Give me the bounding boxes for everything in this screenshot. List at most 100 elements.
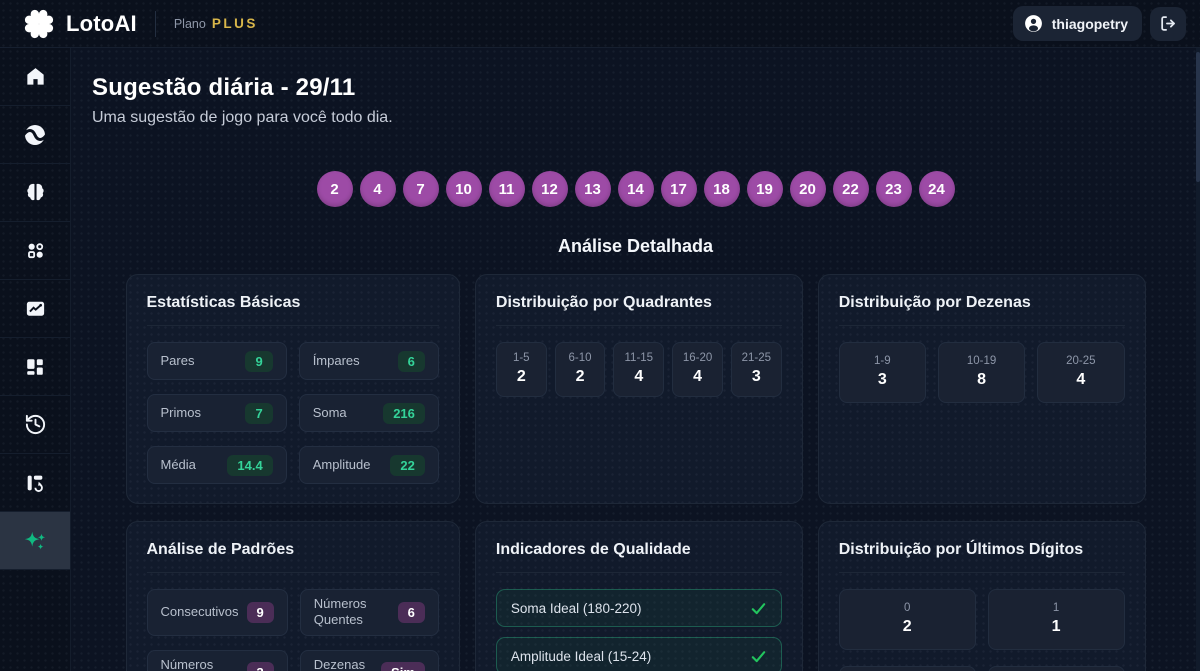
stat-value-badge: 14.4 bbox=[227, 454, 273, 476]
card-last-digits: Distribuição por Últimos Dígitos 0 2 1 1… bbox=[817, 521, 1146, 671]
sidebar-item-generator[interactable] bbox=[0, 454, 70, 512]
check-icon bbox=[750, 648, 767, 665]
page-title: Sugestão diária - 29/11 bbox=[92, 74, 356, 101]
dezena-box: 20-25 4 bbox=[1037, 342, 1125, 403]
sidebar-item-daily-suggestion[interactable] bbox=[0, 512, 70, 570]
dezena-box: 10-19 8 bbox=[937, 342, 1026, 403]
number-ball: 11 bbox=[488, 171, 525, 207]
stat-value-badge: 6 bbox=[397, 350, 425, 372]
digit-box: 3 2 bbox=[987, 666, 1125, 671]
header-divider bbox=[154, 10, 156, 37]
pattern-numeros-frios: Números Frios 3 bbox=[146, 649, 288, 671]
card-title: Análise de Padrões bbox=[146, 541, 439, 573]
plan-label: Plano bbox=[173, 17, 206, 31]
card-quadrants: Distribuição por Quadrantes 1-5 2 6-10 2… bbox=[474, 274, 803, 504]
stat-value-badge: 216 bbox=[383, 402, 425, 424]
dashboard-layout-icon bbox=[24, 356, 46, 378]
sidebar bbox=[0, 48, 71, 671]
stat-primos: Primos 7 bbox=[146, 394, 287, 432]
stat-impares: Ímpares 6 bbox=[298, 342, 439, 380]
plan-badge: Plano PLUS bbox=[174, 16, 258, 31]
number-ball: 12 bbox=[531, 171, 568, 207]
pattern-value-badge: 6 bbox=[397, 601, 425, 623]
card-title: Distribuição por Últimos Dígitos bbox=[838, 541, 1125, 573]
stat-media: Média 14.4 bbox=[146, 446, 287, 484]
logout-icon bbox=[1159, 14, 1178, 33]
number-ball: 19 bbox=[746, 171, 783, 207]
sync-sphere-icon bbox=[23, 123, 47, 147]
card-title: Indicadores de Qualidade bbox=[495, 541, 782, 573]
app-name: LotoAI bbox=[66, 10, 137, 36]
pattern-dezenas-sorteadas: Dezenas Sorteadas Sim bbox=[299, 649, 439, 671]
number-ball: 22 bbox=[832, 171, 869, 207]
scrollbar-thumb[interactable] bbox=[1196, 52, 1200, 182]
quadrant-box: 6-10 2 bbox=[554, 342, 606, 397]
card-title: Distribuição por Dezenas bbox=[838, 294, 1125, 326]
home-icon bbox=[24, 65, 47, 88]
suggested-numbers: 2 4 7 10 11 12 13 14 17 18 19 20 22 23 2… bbox=[71, 171, 1200, 207]
username: thiagopetry bbox=[1051, 15, 1128, 32]
stat-value-badge: 7 bbox=[245, 402, 273, 424]
stat-pares: Pares 9 bbox=[146, 342, 287, 380]
quadrant-box: 11-15 4 bbox=[613, 342, 665, 397]
plan-value: PLUS bbox=[211, 16, 258, 31]
number-ball: 24 bbox=[918, 171, 955, 207]
sidebar-item-ai-analysis[interactable] bbox=[0, 164, 70, 222]
page-scrollbar[interactable] bbox=[1196, 48, 1200, 671]
sidebar-item-history[interactable] bbox=[0, 396, 70, 454]
number-ball: 14 bbox=[617, 171, 654, 207]
page-subtitle: Uma sugestão de jogo para você todo dia. bbox=[92, 109, 393, 126]
analysis-grid: Estatísticas Básicas Pares 9 Ímpares 6 P… bbox=[125, 274, 1146, 671]
sidebar-item-home[interactable] bbox=[0, 48, 70, 106]
number-ball: 23 bbox=[875, 171, 912, 207]
stat-soma: Soma 216 bbox=[298, 394, 439, 432]
card-dezenas: Distribuição por Dezenas 1-9 3 10-19 8 2… bbox=[817, 274, 1146, 504]
number-ball: 4 bbox=[359, 171, 396, 207]
digit-box: 1 1 bbox=[987, 589, 1125, 650]
numbers-dots-icon bbox=[24, 239, 47, 262]
stat-amplitude: Amplitude 22 bbox=[298, 446, 439, 484]
sidebar-item-statistics[interactable] bbox=[0, 280, 70, 338]
pattern-value-badge: 9 bbox=[246, 601, 274, 623]
number-ball: 17 bbox=[660, 171, 697, 207]
pattern-value-badge: Sim bbox=[381, 662, 425, 671]
number-ball: 10 bbox=[445, 171, 482, 207]
card-basic-stats: Estatísticas Básicas Pares 9 Ímpares 6 P… bbox=[125, 274, 460, 504]
sidebar-item-strategies[interactable] bbox=[0, 106, 70, 164]
card-quality: Indicadores de Qualidade Soma Ideal (180… bbox=[474, 521, 803, 671]
app-header: LotoAI Plano PLUS thiagopetry bbox=[0, 0, 1200, 48]
dezena-box: 1-9 3 bbox=[838, 342, 926, 403]
sidebar-item-dashboard[interactable] bbox=[0, 338, 70, 396]
number-ball: 7 bbox=[402, 171, 439, 207]
card-title: Estatísticas Básicas bbox=[146, 294, 439, 326]
clover-logo-icon bbox=[24, 9, 54, 39]
avatar-icon bbox=[1023, 13, 1044, 34]
number-ball: 13 bbox=[574, 171, 611, 207]
number-ball: 2 bbox=[316, 171, 353, 207]
user-menu-button[interactable]: thiagopetry bbox=[1012, 6, 1142, 41]
number-ball: 18 bbox=[703, 171, 740, 207]
number-ball: 20 bbox=[789, 171, 826, 207]
pattern-numeros-quentes: Números Quentes 6 bbox=[299, 589, 439, 636]
pattern-value-badge: 3 bbox=[246, 662, 274, 671]
stat-value-badge: 22 bbox=[390, 454, 425, 476]
logout-button[interactable] bbox=[1150, 6, 1186, 41]
history-clock-icon bbox=[24, 413, 47, 436]
chart-image-icon bbox=[24, 297, 47, 320]
quality-row: Soma Ideal (180-220) bbox=[495, 589, 782, 627]
sparkles-icon bbox=[22, 528, 48, 554]
pattern-consecutivos: Consecutivos 9 bbox=[146, 589, 288, 636]
digit-box: 2 3 bbox=[838, 666, 976, 671]
sidebar-item-numbers[interactable] bbox=[0, 222, 70, 280]
quadrant-box: 21-25 3 bbox=[730, 342, 782, 397]
stat-value-badge: 9 bbox=[245, 350, 273, 372]
card-title: Distribuição por Quadrantes bbox=[495, 294, 782, 326]
digit-box: 0 2 bbox=[838, 589, 976, 650]
quadrant-box: 16-20 4 bbox=[672, 342, 723, 397]
check-icon bbox=[750, 600, 767, 617]
brand: LotoAI Plano PLUS bbox=[24, 9, 258, 39]
generator-icon bbox=[24, 472, 46, 494]
card-patterns: Análise de Padrões Consecutivos 9 Número… bbox=[125, 521, 460, 671]
brain-icon bbox=[24, 181, 47, 204]
quality-row: Amplitude Ideal (15-24) bbox=[495, 637, 782, 671]
